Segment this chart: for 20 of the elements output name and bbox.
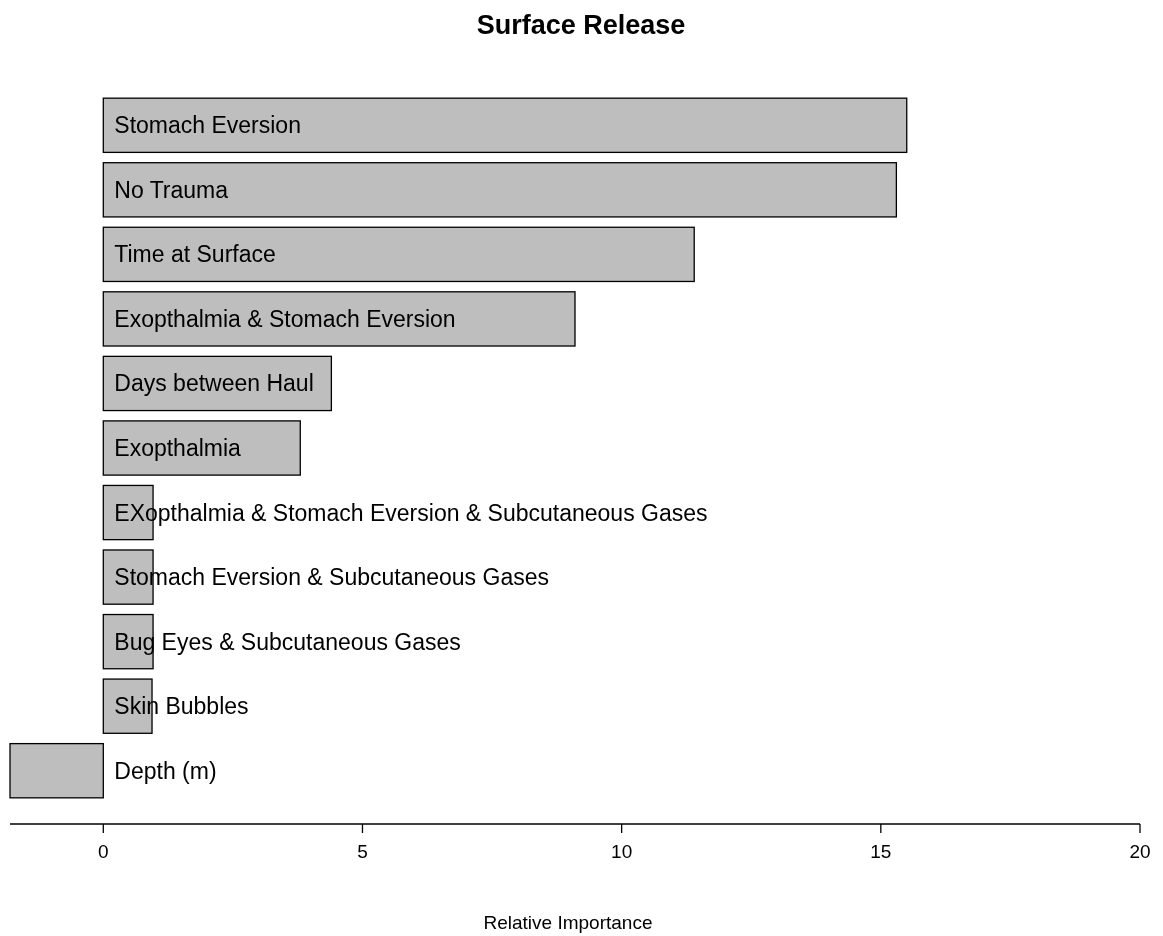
bar — [102, 226, 695, 283]
x-tick-label: 20 — [1129, 841, 1151, 862]
y-tick-label: Days between Haul — [114, 370, 314, 397]
x-tick-label: 15 — [870, 841, 892, 862]
bar — [102, 97, 908, 154]
x-tick-label: 10 — [611, 841, 633, 862]
bar — [9, 742, 104, 799]
bar — [102, 420, 301, 476]
y-tick-label: No Trauma — [114, 176, 229, 203]
bar — [102, 162, 898, 218]
chart-title: Surface Release — [476, 10, 686, 40]
y-tick-label: Stomach Eversion — [114, 112, 301, 139]
y-tick-label: Exopthalmia — [114, 435, 242, 461]
x-tick-label: 0 — [98, 841, 109, 862]
x-axis-title: Relative Importance — [483, 912, 653, 933]
y-tick-label: Depth (m) — [114, 757, 217, 784]
y-tick-label: Exopthalmia & Stomach Eversion — [114, 305, 456, 332]
bar — [102, 291, 576, 347]
y-tick-label: Time at Surface — [114, 241, 276, 268]
x-tick-label: 5 — [357, 841, 368, 862]
